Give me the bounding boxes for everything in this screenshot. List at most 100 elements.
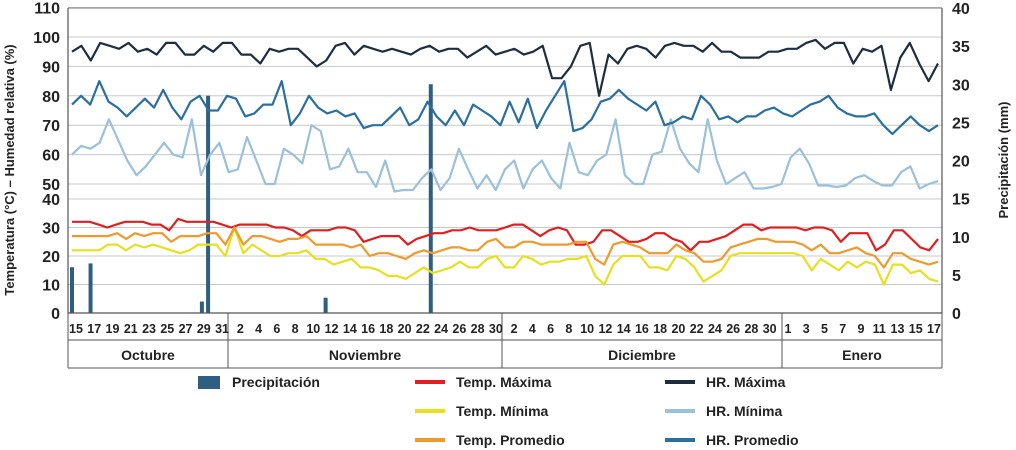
x-tick-label: 15 bbox=[909, 322, 923, 336]
legend: Precipitación Temp. Máxima HR. Máxima Te… bbox=[198, 374, 799, 448]
x-tick-label: 10 bbox=[306, 322, 320, 336]
series-line-temp-promedio bbox=[72, 226, 939, 269]
x-tick-label: 10 bbox=[580, 322, 594, 336]
legend-item-precip: Precipitación bbox=[198, 374, 320, 390]
legend-item-tprom: Temp. Promedio bbox=[415, 432, 565, 448]
x-tick-label: 17 bbox=[87, 322, 101, 336]
x-tick-label: 22 bbox=[416, 322, 430, 336]
y-tick-left: 80 bbox=[42, 89, 60, 106]
y-tick-left: 100 bbox=[33, 30, 60, 47]
legend-label-tmax: Temp. Máxima bbox=[456, 374, 552, 390]
y-tick-right: 20 bbox=[952, 154, 970, 171]
y-tick-left: 10 bbox=[42, 278, 60, 295]
precip-bar bbox=[70, 267, 74, 313]
precip-bar bbox=[428, 84, 433, 313]
x-tick-label: 11 bbox=[873, 322, 886, 336]
series-lines bbox=[71, 38, 939, 286]
y-tick-right: 30 bbox=[952, 77, 970, 94]
precip-bar bbox=[323, 297, 328, 313]
y-tick-left: 70 bbox=[42, 118, 60, 135]
y-tick-left: 90 bbox=[42, 59, 60, 76]
month-label: Noviembre bbox=[329, 347, 402, 363]
x-tick-label: 30 bbox=[763, 322, 777, 336]
month-labels: Octubre Noviembre Diciembre Enero bbox=[121, 347, 882, 363]
x-tick-label: 21 bbox=[124, 322, 138, 336]
x-tick-label: 8 bbox=[565, 322, 572, 336]
y-tick-right: 35 bbox=[952, 39, 970, 56]
x-tick-label: 20 bbox=[671, 322, 685, 336]
x-tick-label: 24 bbox=[708, 322, 722, 336]
legend-item-hrmin: HR. Mínima bbox=[665, 403, 782, 419]
precipitation-bars bbox=[70, 84, 433, 313]
y-tick-left: 50 bbox=[42, 177, 60, 194]
x-tick-label: 28 bbox=[471, 322, 485, 336]
legend-label-precip: Precipitación bbox=[232, 374, 320, 390]
series-line-hr-m-nima bbox=[71, 118, 939, 193]
month-label: Enero bbox=[842, 347, 882, 363]
legend-label-hrmin: HR. Mínima bbox=[706, 403, 782, 419]
series-line-temp-m-nima bbox=[72, 226, 939, 286]
x-tick-label: 31 bbox=[215, 322, 229, 336]
month-label: Diciembre bbox=[608, 347, 676, 363]
legend-item-tmax: Temp. Máxima bbox=[415, 374, 552, 390]
legend-swatch-precip bbox=[198, 376, 220, 389]
x-tick-label: 6 bbox=[273, 322, 280, 336]
x-tick-label: 16 bbox=[635, 322, 649, 336]
legend-label-tmin: Temp. Mínima bbox=[456, 403, 549, 419]
x-tick-label: 19 bbox=[106, 322, 120, 336]
x-tick-label: 2 bbox=[237, 322, 244, 336]
x-tick-label: 1 bbox=[784, 322, 791, 336]
y-tick-right: 0 bbox=[952, 306, 961, 323]
y-tick-labels: 1101009080706050403020100403530252015105… bbox=[33, 1, 970, 323]
x-tick-label: 26 bbox=[726, 322, 740, 336]
x-tick-label: 16 bbox=[361, 322, 375, 336]
y-axis-left-label: Temperatura (°C) – Humedad relativa (%) bbox=[2, 44, 17, 295]
x-tick-label: 2 bbox=[511, 322, 518, 336]
y-axis-right-label: Precipitación (mm) bbox=[996, 101, 1011, 218]
precip-bar bbox=[206, 95, 211, 313]
x-tick-label: 7 bbox=[839, 322, 846, 336]
precip-bar bbox=[88, 263, 93, 313]
legend-item-tmin: Temp. Mínima bbox=[415, 403, 549, 419]
y-tick-left: 40 bbox=[42, 192, 60, 209]
x-tick-label: 30 bbox=[489, 322, 503, 336]
y-tick-left: 30 bbox=[42, 221, 60, 238]
x-tick-label: 27 bbox=[179, 322, 193, 336]
y-tick-right: 40 bbox=[952, 1, 970, 18]
axes bbox=[67, 7, 943, 369]
legend-item-hrmax: HR. Máxima bbox=[665, 374, 786, 390]
series-line-hr-promedio bbox=[71, 79, 939, 136]
x-tick-label: 6 bbox=[547, 322, 554, 336]
y-tick-right: 5 bbox=[952, 268, 961, 285]
x-tick-label: 15 bbox=[69, 322, 83, 336]
x-tick-labels: 15 17 19 21 23 25 27 29 31 2 4 6 8 10 12 14 16 18 20 22 24 26… bbox=[69, 322, 941, 336]
y-tick-left: 110 bbox=[34, 1, 60, 18]
x-tick-label: 22 bbox=[690, 322, 704, 336]
y-tick-left: 0 bbox=[51, 306, 60, 323]
precip-bar bbox=[199, 301, 204, 313]
x-tick-label: 5 bbox=[821, 322, 828, 336]
series-line-hr-m-xima bbox=[71, 38, 939, 97]
x-tick-label: 24 bbox=[434, 322, 448, 336]
x-tick-label: 26 bbox=[452, 322, 466, 336]
x-tick-label: 4 bbox=[255, 322, 262, 336]
x-tick-label: 12 bbox=[598, 322, 612, 336]
x-tick-label: 20 bbox=[398, 322, 412, 336]
x-tick-label: 14 bbox=[343, 322, 357, 336]
legend-label-hrmax: HR. Máxima bbox=[706, 374, 786, 390]
x-tick-label: 13 bbox=[891, 322, 905, 336]
x-tick-label: 3 bbox=[803, 322, 810, 336]
legend-label-hrprom: HR. Promedio bbox=[706, 432, 799, 448]
x-tick-label: 29 bbox=[197, 322, 211, 336]
x-tick-label: 17 bbox=[927, 322, 941, 336]
y-tick-left: 20 bbox=[42, 249, 60, 266]
x-tick-label: 23 bbox=[142, 322, 156, 336]
series-line-temp-m-xima bbox=[72, 217, 939, 252]
x-tick-label: 18 bbox=[379, 322, 393, 336]
y-tick-left: 60 bbox=[42, 148, 60, 165]
x-tick-label: 8 bbox=[292, 322, 299, 336]
y-tick-right: 10 bbox=[952, 230, 970, 247]
x-tick-label: 25 bbox=[160, 322, 174, 336]
x-tick-label: 18 bbox=[653, 322, 667, 336]
